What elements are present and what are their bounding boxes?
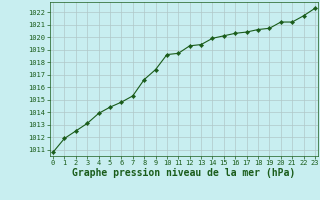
X-axis label: Graphe pression niveau de la mer (hPa): Graphe pression niveau de la mer (hPa)	[72, 168, 296, 178]
